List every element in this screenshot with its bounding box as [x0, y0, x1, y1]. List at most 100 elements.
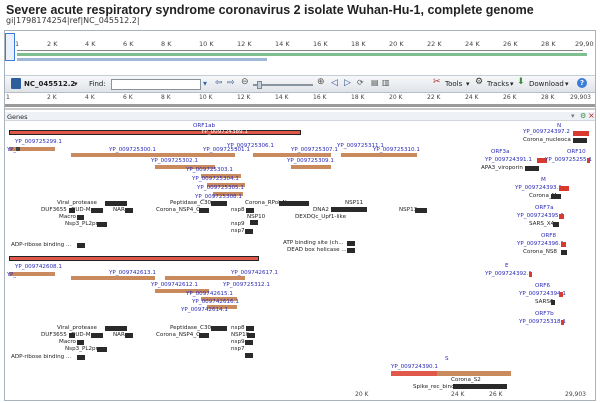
- feature-label[interactable]: DUF3655: [41, 332, 67, 338]
- feature-label[interactable]: YP_009742608.1: [15, 264, 62, 270]
- feature-label[interactable]: Peptidase_C30: [170, 325, 212, 331]
- domain-feature[interactable]: [561, 250, 567, 255]
- chevron-down-icon[interactable]: ▾: [565, 80, 569, 88]
- domain-feature[interactable]: [91, 208, 103, 213]
- feature-label[interactable]: NAR: [113, 207, 125, 213]
- domain-feature[interactable]: [553, 222, 559, 227]
- download-icon[interactable]: ⬇: [517, 77, 525, 87]
- feature-label[interactable]: DEXDQc_Upf1-like: [295, 214, 347, 220]
- domain-feature[interactable]: [245, 353, 253, 358]
- feature-label[interactable]: Viral_protease: [57, 200, 97, 206]
- feature-label[interactable]: YP_009725304.1: [192, 176, 239, 182]
- gene-feature[interactable]: [9, 130, 301, 135]
- domain-feature[interactable]: [125, 333, 133, 338]
- domain-feature[interactable]: [77, 340, 84, 345]
- domain-feature[interactable]: [245, 340, 253, 345]
- feature-label[interactable]: YP_009725300.1: [109, 147, 156, 153]
- marker-icon[interactable]: ▥: [382, 78, 390, 87]
- feature-label[interactable]: YP_009742614.1: [181, 307, 228, 313]
- gene-feature[interactable]: [529, 272, 532, 277]
- feature-label[interactable]: nsp9: [231, 339, 245, 345]
- domain-feature[interactable]: [279, 201, 309, 206]
- domain-feature[interactable]: [245, 229, 253, 234]
- gene-feature[interactable]: [155, 289, 209, 293]
- domain-feature[interactable]: [97, 222, 107, 227]
- domain-feature[interactable]: [199, 333, 209, 338]
- feature-label[interactable]: nsp8: [231, 207, 245, 213]
- feature-label[interactable]: DNA2: [313, 207, 329, 213]
- find-dropdown-icon[interactable]: ▾: [203, 79, 208, 88]
- feature-label[interactable]: ADP-ribose binding ...: [11, 354, 72, 360]
- feature-label[interactable]: Corona_M: [529, 193, 557, 199]
- feature-label[interactable]: E: [505, 263, 509, 269]
- feature-label[interactable]: APA3_viroporin: [481, 165, 523, 171]
- feature-label[interactable]: YP_009725307.1: [291, 147, 338, 153]
- gene-feature[interactable]: [9, 147, 55, 151]
- feature-label[interactable]: YP_009742613.1: [109, 270, 156, 276]
- gene-feature[interactable]: [145, 153, 235, 157]
- gene-feature[interactable]: [9, 256, 259, 261]
- help-icon[interactable]: ?: [577, 78, 587, 88]
- feature-label[interactable]: N: [557, 123, 562, 129]
- gene-feature[interactable]: [437, 371, 511, 376]
- domain-feature[interactable]: [77, 243, 85, 248]
- feature-label[interactable]: ORF1ab: [193, 123, 216, 129]
- gear-icon[interactable]: ⚙: [475, 77, 484, 87]
- feature-label[interactable]: Corona_RPol_N: [245, 200, 287, 206]
- feature-label[interactable]: YP_009742615.1: [186, 291, 233, 297]
- ruler-icon[interactable]: ▤: [371, 78, 379, 87]
- domain-feature[interactable]: [551, 300, 555, 305]
- feature-label[interactable]: YP_009724390.1: [391, 364, 438, 370]
- gene-feature[interactable]: [253, 153, 331, 157]
- feature-label[interactable]: Macro: [59, 214, 76, 220]
- feature-label[interactable]: Corona_NSP4_C: [156, 332, 201, 338]
- domain-feature[interactable]: [246, 208, 254, 213]
- feature-label[interactable]: YP_009725312.1: [223, 282, 270, 288]
- domain-feature[interactable]: [69, 333, 75, 338]
- feature-label[interactable]: YP_009725306.1: [227, 143, 274, 149]
- chevron-down-icon[interactable]: ▾: [510, 80, 514, 88]
- feature-label[interactable]: nsp7: [231, 228, 245, 234]
- track-menu-icon[interactable]: ▾: [571, 112, 575, 120]
- domain-feature[interactable]: [551, 194, 561, 199]
- feature-label[interactable]: nsp9: [231, 221, 245, 227]
- domain-feature[interactable]: [125, 208, 133, 213]
- feature-label[interactable]: YP_009725305.1: [197, 185, 244, 191]
- feature-label[interactable]: YP_009725299.1: [15, 139, 62, 145]
- feature-label[interactable]: YP_009742616.1: [192, 299, 239, 305]
- zoom-out-icon[interactable]: ⊖: [241, 77, 249, 87]
- gene-feature[interactable]: [559, 186, 569, 191]
- feature-label[interactable]: Nsp3_PL2pro: [65, 346, 102, 352]
- feature-label[interactable]: ORF10: [567, 149, 586, 155]
- tracks-menu[interactable]: Tracks: [487, 80, 509, 88]
- feature-label[interactable]: YP_009725309.1: [287, 158, 334, 164]
- tools-icon[interactable]: ✂: [433, 77, 441, 87]
- feature-label[interactable]: YP_009725318.1: [519, 319, 566, 325]
- gene-feature[interactable]: [207, 183, 245, 187]
- gene-feature[interactable]: [71, 153, 155, 157]
- feature-label[interactable]: YP_009724393.1: [515, 185, 562, 191]
- feature-label[interactable]: ATP binding site (ch...: [283, 240, 344, 246]
- gene-feature[interactable]: [561, 320, 564, 325]
- domain-feature[interactable]: [77, 215, 84, 220]
- feature-label[interactable]: Corona_nucleoca: [523, 137, 571, 143]
- domain-feature[interactable]: [331, 207, 367, 212]
- gene-feature[interactable]: [207, 305, 237, 309]
- feature-label[interactable]: YP_009725303.1: [186, 167, 233, 173]
- feature-label[interactable]: YP_009724396.1: [517, 241, 564, 247]
- feature-label[interactable]: nsp8: [231, 325, 245, 331]
- feature-label[interactable]: YP_009724397.2: [523, 129, 570, 135]
- gene-feature[interactable]: [213, 192, 243, 196]
- gene-feature[interactable]: [573, 131, 589, 136]
- feature-label[interactable]: Peptidase_C30: [170, 200, 212, 206]
- feature-label[interactable]: S: [445, 356, 449, 362]
- domain-feature[interactable]: [211, 201, 227, 206]
- feature-label[interactable]: YP_: [7, 147, 16, 153]
- feature-label[interactable]: NAR: [113, 332, 125, 338]
- gene-feature[interactable]: [587, 158, 590, 163]
- feature-label[interactable]: NSP10: [231, 332, 250, 338]
- feature-label[interactable]: NSP13: [399, 207, 418, 213]
- gene-feature[interactable]: [291, 165, 331, 169]
- overview-selection[interactable]: [5, 33, 15, 61]
- domain-feature[interactable]: [211, 326, 227, 331]
